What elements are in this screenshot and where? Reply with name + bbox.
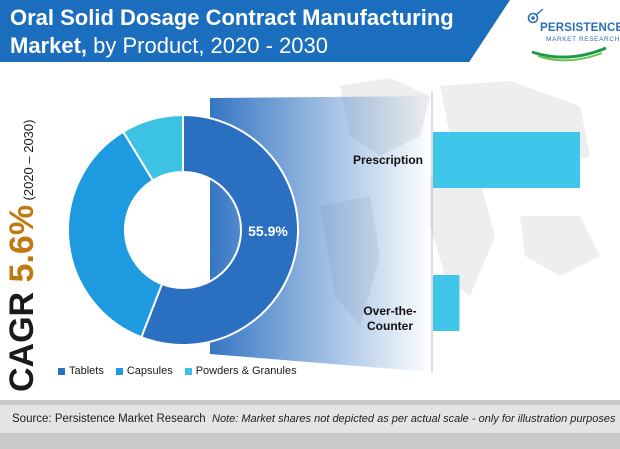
footer-band: Source: Persistence Market Research Note…: [0, 405, 620, 433]
legend-label-powders: Powders & Granules: [195, 365, 297, 377]
legend-item-powders: Powders & Granules: [184, 365, 297, 377]
bar-label-over-the-counter: Over-the- Counter: [350, 289, 430, 334]
logo-name: PERSISTENCE: [540, 22, 620, 34]
bar-prescription: [433, 132, 580, 188]
bar-label-otc-text: Over-the- Counter: [363, 304, 417, 333]
logo-subtitle: MARKET RESEARCH: [546, 36, 620, 43]
legend-label-capsules: Capsules: [126, 365, 173, 377]
bar-label-prescription-text: Prescription: [352, 153, 424, 167]
legend-item-tablets: Tablets: [58, 365, 104, 377]
chart-title-market: Market,: [10, 33, 88, 58]
chart-title-subtitle: by Product, 2020 - 2030: [87, 33, 328, 58]
legend-item-capsules: Capsules: [115, 365, 173, 377]
note-text: Note: Market shares not depicted as per …: [212, 413, 616, 425]
bar-over-the-counter: [433, 275, 460, 331]
pie-slice-powders-granules: [121, 113, 184, 182]
legend-swatch-tablets: [58, 367, 65, 375]
legend-swatch-capsules: [115, 367, 123, 375]
title-banner: [0, 0, 510, 62]
pie-legend: Tablets Capsules Powders & Granules: [58, 365, 297, 377]
chart-canvas: 55.9%: [67, 92, 580, 372]
persistence-logo-icon: [527, 8, 607, 62]
source-text: Source: Persistence Market Research: [12, 413, 206, 425]
legend-swatch-powders: [184, 367, 192, 375]
footer: Source: Persistence Market Research Note…: [0, 400, 620, 449]
legend-label-tablets: Tablets: [69, 365, 104, 377]
chart-title-line-1: Oral Solid Dosage Contract Manufacturing: [10, 5, 454, 30]
pie-data-label-tablets: 55.9%: [248, 223, 288, 239]
pie-slice-tablets: [140, 113, 299, 346]
bar-label-prescription: Prescription: [348, 153, 428, 168]
pie-slice-capsules: [67, 130, 164, 339]
chart-title-line-2: Market, by Product, 2020 - 2030: [10, 33, 328, 59]
